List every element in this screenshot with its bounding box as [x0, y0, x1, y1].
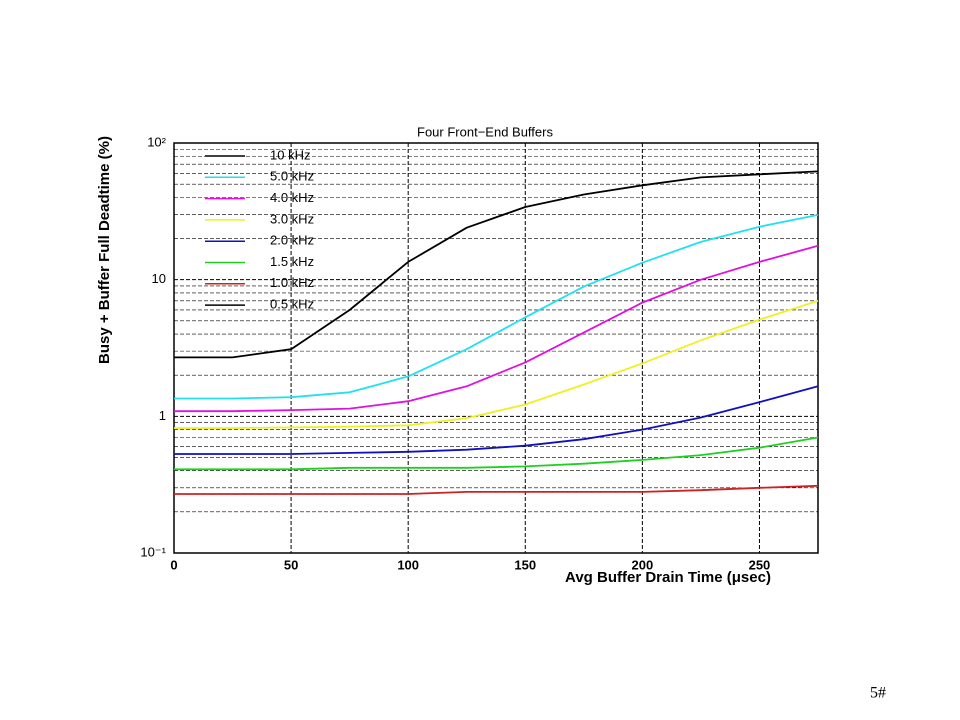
x-tick-label: 100: [397, 557, 419, 572]
x-tick-label: 200: [632, 557, 654, 572]
series-line: [174, 170, 819, 359]
x-tick-label: 50: [284, 557, 298, 572]
legend-label: 4.0 kHz: [270, 190, 314, 205]
series-line: [174, 436, 819, 471]
series-line: [174, 385, 819, 455]
y-tick-label: 10⁻¹: [140, 544, 166, 559]
plot-frame: [173, 142, 819, 554]
legend-label: 10 kHz: [270, 147, 310, 162]
series-line: [174, 484, 819, 495]
legend-label: 0.5 kHz: [270, 297, 314, 312]
x-tick-label: 250: [749, 557, 771, 572]
legend-label: 1.5 kHz: [270, 254, 314, 269]
x-tick-label: 0: [170, 557, 177, 572]
series-line: [174, 244, 819, 413]
series-line: [174, 299, 819, 430]
legend-label: 2.0 kHz: [270, 233, 314, 248]
series-line: [174, 214, 819, 400]
legend-label: 5.0 kHz: [270, 169, 314, 184]
legend-label: 3.0 kHz: [270, 211, 314, 226]
x-tick-label: 150: [514, 557, 536, 572]
chart-title: Four Front−End Buffers: [417, 124, 553, 139]
y-axis-label: Busy + Buffer Full Deadtime (%): [96, 136, 113, 364]
y-tick-label: 1: [159, 408, 166, 423]
x-axis-label: Avg Buffer Drain Time (μsec): [565, 569, 771, 586]
page-number: 5#: [870, 685, 886, 702]
legend-label: 1.0 kHz: [270, 275, 314, 290]
y-tick-label: 10: [152, 271, 166, 286]
y-tick-label: 10²: [147, 134, 166, 149]
